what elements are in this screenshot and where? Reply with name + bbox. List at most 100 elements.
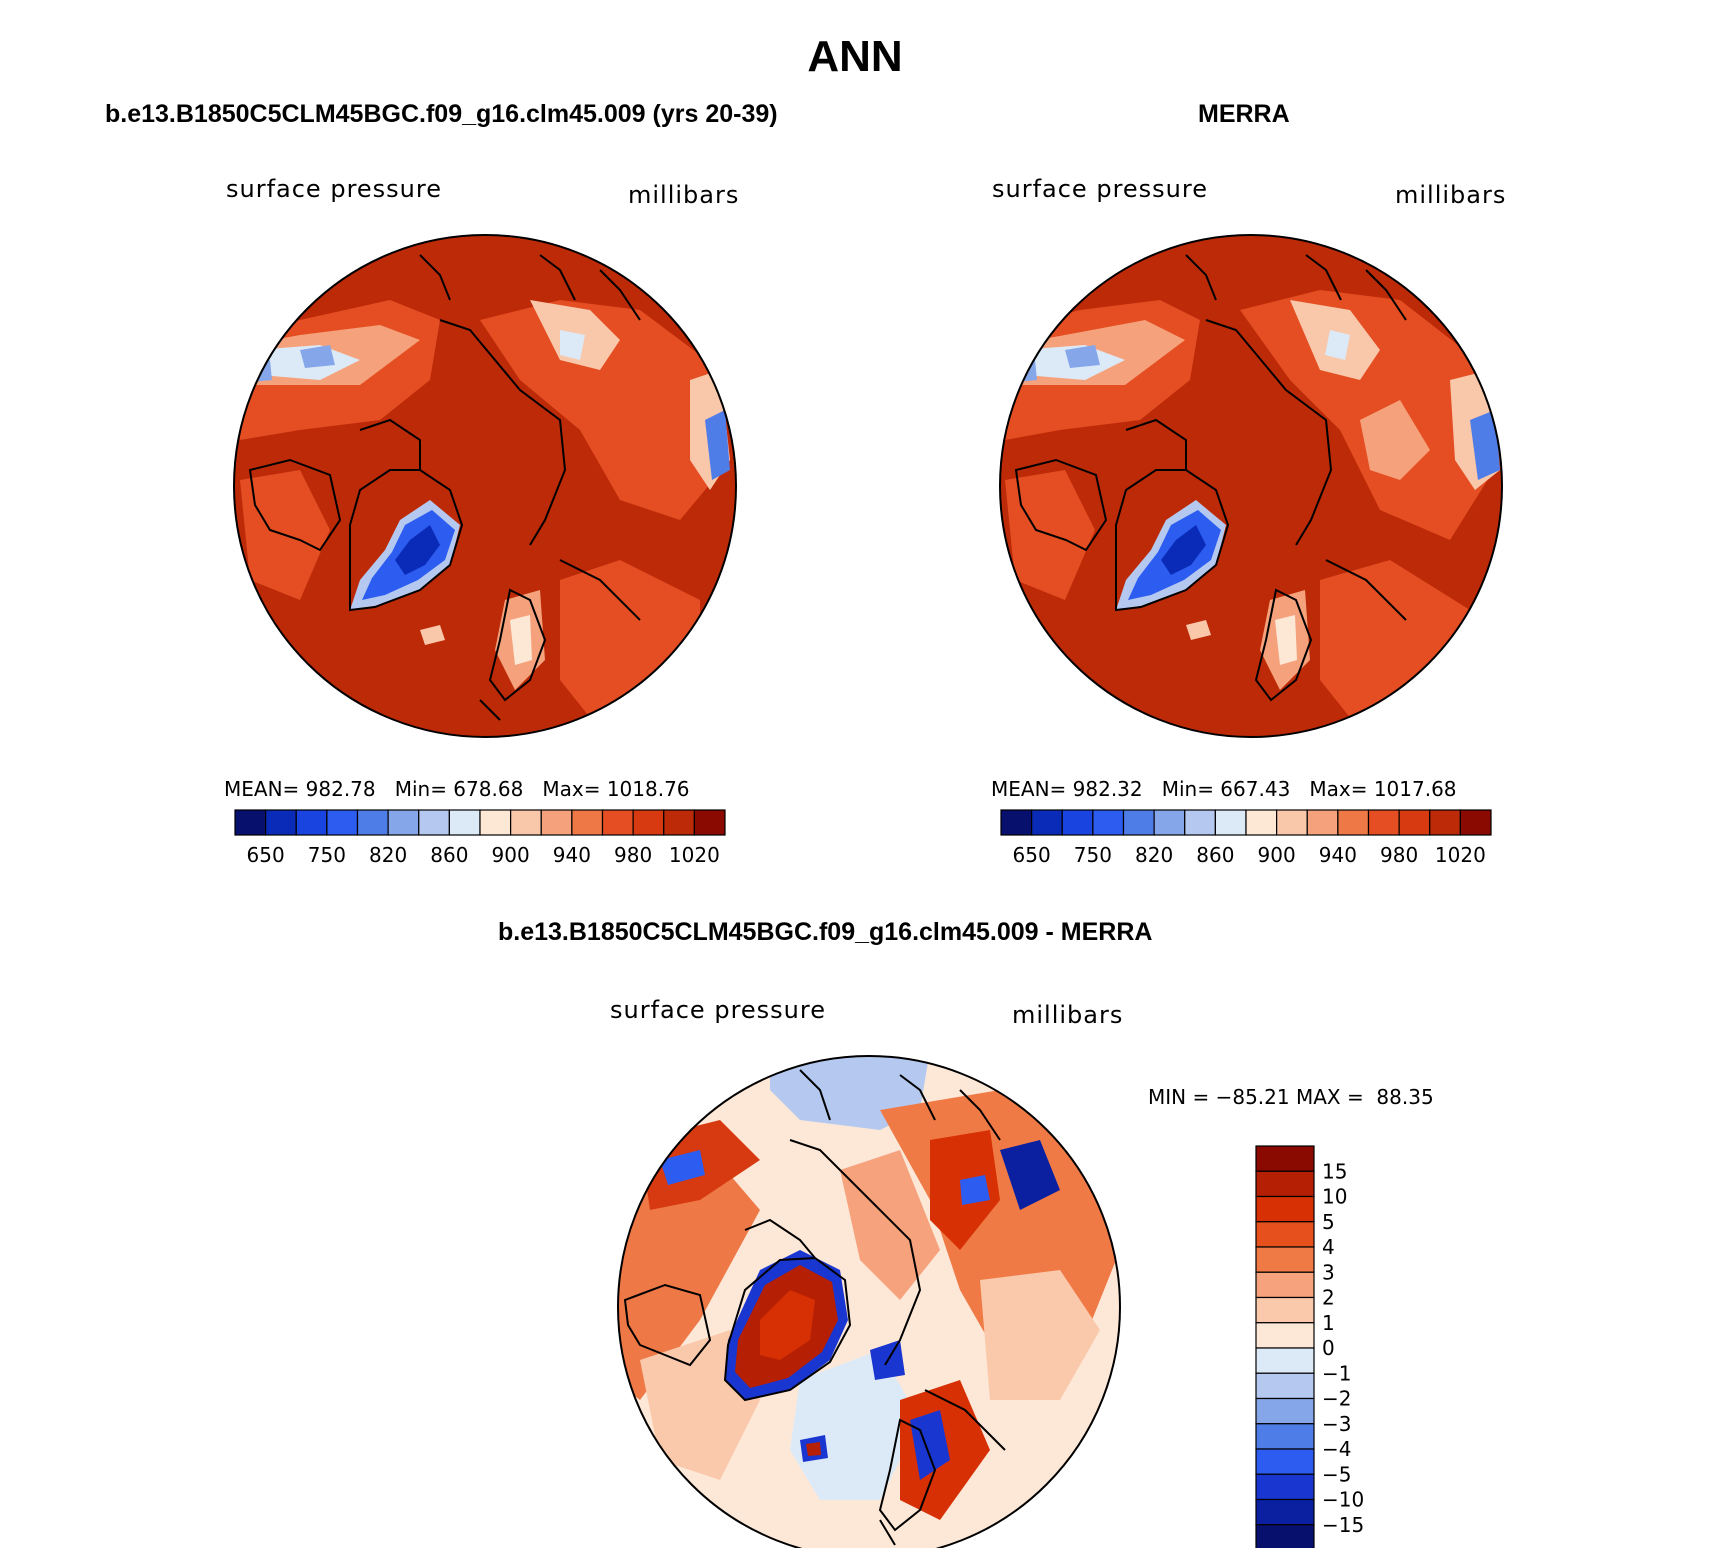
polar-map-difference: [618, 1056, 1120, 1548]
colorbar-model-swatch: [387, 809, 420, 836]
colorbar-difference-swatch: [1255, 1296, 1315, 1324]
colorbar-difference-swatch: [1255, 1423, 1315, 1450]
colorbar-merra-tick-label: 860: [1196, 843, 1234, 867]
colorbar-merra-swatch: [1061, 809, 1094, 836]
colorbar-difference-tick-label: −10: [1322, 1488, 1364, 1512]
colorbar-difference-tick-label: 1: [1322, 1311, 1335, 1335]
panel-2-units-label: millibars: [1395, 181, 1507, 209]
colorbar-difference-tick-label: −4: [1322, 1437, 1351, 1461]
colorbar-difference-tick-label: 4: [1322, 1235, 1335, 1259]
colorbar-merra: 650 750 820 860 900 940 980 1020: [1000, 809, 1492, 867]
panel-3-units-label: millibars: [1012, 1001, 1124, 1029]
colorbar-model-swatch: [571, 809, 604, 836]
colorbar-difference-tick-label: 2: [1322, 1286, 1335, 1310]
colorbar-difference-tick-label: −5: [1322, 1462, 1351, 1486]
colorbar-difference-swatch: [1255, 1271, 1315, 1299]
colorbar-difference-tick-label: −15: [1322, 1513, 1364, 1537]
polar-map-merra: [1000, 235, 1502, 737]
colorbar-merra-tick-label: 940: [1319, 843, 1357, 867]
colorbar-model-swatch: [601, 809, 634, 836]
colorbar-difference-swatch: [1255, 1498, 1315, 1526]
colorbar-model-swatch: [418, 809, 450, 836]
colorbar-difference-swatch: [1255, 1448, 1315, 1475]
panel-1-title: b.e13.B1850C5CLM45BGC.f09_g16.clm45.009 …: [105, 100, 778, 128]
colorbar-difference-swatch: [1255, 1246, 1315, 1273]
colorbar-difference-swatch: [1255, 1195, 1315, 1223]
colorbar-merra-swatch: [1429, 809, 1461, 836]
colorbar-difference-tick-label: −1: [1322, 1361, 1351, 1385]
colorbar-model-tick-label: 940: [553, 843, 591, 867]
colorbar-model-tick-label: 980: [614, 843, 652, 867]
panel-1-units-label: millibars: [628, 181, 740, 209]
panel-3-variable-label: surface pressure: [610, 996, 826, 1024]
colorbar-merra-swatch: [1184, 809, 1216, 836]
colorbar-merra-swatch: [1122, 809, 1155, 836]
colorbar-model-tick-label: 820: [369, 843, 407, 867]
colorbar-difference-swatch: [1255, 1322, 1315, 1349]
colorbar-difference-swatch: [1255, 1145, 1315, 1172]
colorbar-model-swatch: [326, 809, 359, 836]
colorbar-difference-tick-label: 3: [1322, 1260, 1335, 1284]
colorbar-model: 650 750 820 860 900 940 980 1020: [234, 809, 726, 867]
colorbar-model-swatch: [510, 809, 542, 836]
colorbar-merra-swatch: [1398, 809, 1431, 836]
colorbar-merra-swatch: [1214, 809, 1247, 836]
colorbar-model-tick-label: 1020: [669, 843, 720, 867]
colorbar-merra-swatch: [1245, 809, 1278, 836]
colorbar-merra-swatch: [1000, 809, 1033, 836]
panel-3-title: b.e13.B1850C5CLM45BGC.f09_g16.clm45.009 …: [498, 918, 1153, 946]
colorbar-model-tick-label: 750: [308, 843, 346, 867]
colorbar-merra-swatch: [1276, 809, 1308, 836]
colorbar-merra-swatch: [1337, 809, 1370, 836]
colorbar-difference-tick-label: −3: [1322, 1412, 1351, 1436]
colorbar-model-swatch: [632, 809, 665, 836]
colorbar-model-swatch: [448, 809, 481, 836]
colorbar-merra-swatch: [1092, 809, 1125, 836]
panel-1-stats: MEAN= 982.78 Min= 678.68 Max= 1018.76: [224, 777, 690, 801]
panel-2-variable-label: surface pressure: [992, 175, 1208, 203]
polar-map-difference-border: [617, 1055, 1121, 1548]
polar-map-merra-border: [999, 234, 1503, 738]
colorbar-model-swatch: [265, 809, 297, 836]
colorbar-model-swatch: [693, 809, 726, 836]
colorbar-model-tick-label: 900: [492, 843, 530, 867]
colorbar-merra-swatch: [1306, 809, 1339, 836]
panel-3-stats: MIN = −85.21 MAX = 88.35: [1148, 1085, 1434, 1109]
colorbar-model-swatch: [234, 809, 267, 836]
colorbar-merra-tick-label: 750: [1074, 843, 1112, 867]
colorbar-model-tick-label: 860: [430, 843, 468, 867]
colorbar-merra-tick-label: 980: [1380, 843, 1418, 867]
colorbar-model-swatch: [540, 809, 573, 836]
colorbar-difference-tick-label: 10: [1322, 1185, 1347, 1209]
panel-2-stats: MEAN= 982.32 Min= 667.43 Max= 1017.68: [991, 777, 1457, 801]
colorbar-difference-swatch: [1255, 1221, 1315, 1248]
polar-map-model: [234, 235, 736, 737]
colorbar-merra-swatch: [1459, 809, 1492, 836]
panel-1-variable-label: surface pressure: [226, 175, 442, 203]
colorbar-difference-swatch: [1255, 1524, 1315, 1548]
colorbar-merra-tick-label: 1020: [1435, 843, 1486, 867]
colorbar-difference-tick-label: −2: [1322, 1387, 1351, 1411]
colorbar-merra-swatch: [1153, 809, 1186, 836]
colorbar-merra-tick-label: 650: [1013, 843, 1051, 867]
colorbar-model-swatch: [663, 809, 695, 836]
panel-2-title: MERRA: [1198, 100, 1290, 128]
colorbar-model-swatch: [479, 809, 512, 836]
colorbar-difference-tick-label: 15: [1322, 1159, 1347, 1183]
colorbar-merra-tick-label: 900: [1258, 843, 1296, 867]
colorbar-difference-swatch: [1255, 1473, 1315, 1501]
colorbar-merra-swatch: [1367, 809, 1400, 836]
colorbar-difference-swatch: [1255, 1170, 1315, 1198]
colorbar-merra-tick-label: 820: [1135, 843, 1173, 867]
colorbar-difference-swatch: [1255, 1372, 1315, 1400]
colorbar-model-swatch: [356, 809, 389, 836]
colorbar-difference-tick-label: 0: [1322, 1336, 1335, 1360]
polar-map-model-border: [233, 234, 737, 738]
colorbar-difference-swatch: [1255, 1397, 1315, 1425]
colorbar-difference-tick-label: 5: [1322, 1210, 1335, 1234]
colorbar-difference-swatch: [1255, 1347, 1315, 1374]
colorbar-model-tick-label: 650: [247, 843, 285, 867]
main-title: ANN: [807, 32, 903, 81]
